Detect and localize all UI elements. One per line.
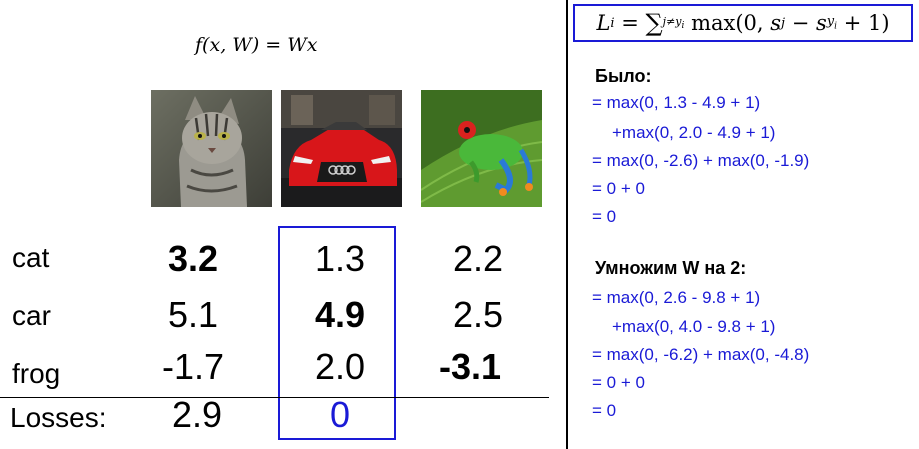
row-label-cat: cat: [12, 242, 50, 273]
car-image: [281, 90, 402, 207]
before-step-2: +max(0, 2.0 - 4.9 + 1): [612, 123, 776, 142]
score-cat-frog: 2.2: [452, 238, 504, 279]
score-frog-car: 2.0: [314, 346, 366, 387]
row-label-frog: frog: [12, 358, 61, 389]
loss-car: 0: [329, 394, 351, 435]
vertical-divider: [566, 0, 568, 449]
score-frog-frog: -3.1: [438, 346, 502, 387]
score-cat-cat: 3.2: [167, 238, 219, 279]
row-label-car: car: [12, 300, 51, 331]
after-step-1: = max(0, 2.6 - 9.8 + 1): [592, 288, 761, 307]
score-function-formula: f(x, W) = Wx: [195, 34, 318, 56]
losses-label: Losses:: [10, 402, 107, 433]
losses-divider: [0, 397, 549, 398]
after-heading: Умножим W на 2:: [595, 258, 747, 278]
after-step-4: = 0 + 0: [592, 373, 645, 392]
before-step-4: = 0 + 0: [592, 179, 645, 198]
before-heading: Было:: [595, 66, 652, 86]
after-step-3: = max(0, -6.2) + max(0, -4.8): [592, 345, 810, 364]
cat-image: [151, 90, 272, 207]
score-car-car: 4.9: [314, 294, 366, 335]
correct-class-column-highlight: [278, 226, 396, 440]
loss-cat: 2.9: [171, 394, 223, 435]
frog-image: [421, 90, 542, 207]
after-step-5: = 0: [592, 401, 617, 420]
after-step-2: +max(0, 4.0 - 9.8 + 1): [612, 317, 776, 336]
before-step-3: = max(0, -2.6) + max(0, -1.9): [592, 151, 810, 170]
score-car-cat: 5.1: [167, 294, 219, 335]
before-step-1: = max(0, 1.3 - 4.9 + 1): [592, 93, 761, 112]
score-cat-car: 1.3: [314, 238, 366, 279]
score-frog-cat: -1.7: [161, 346, 225, 387]
before-step-5: = 0: [592, 207, 617, 226]
score-car-frog: 2.5: [452, 294, 504, 335]
